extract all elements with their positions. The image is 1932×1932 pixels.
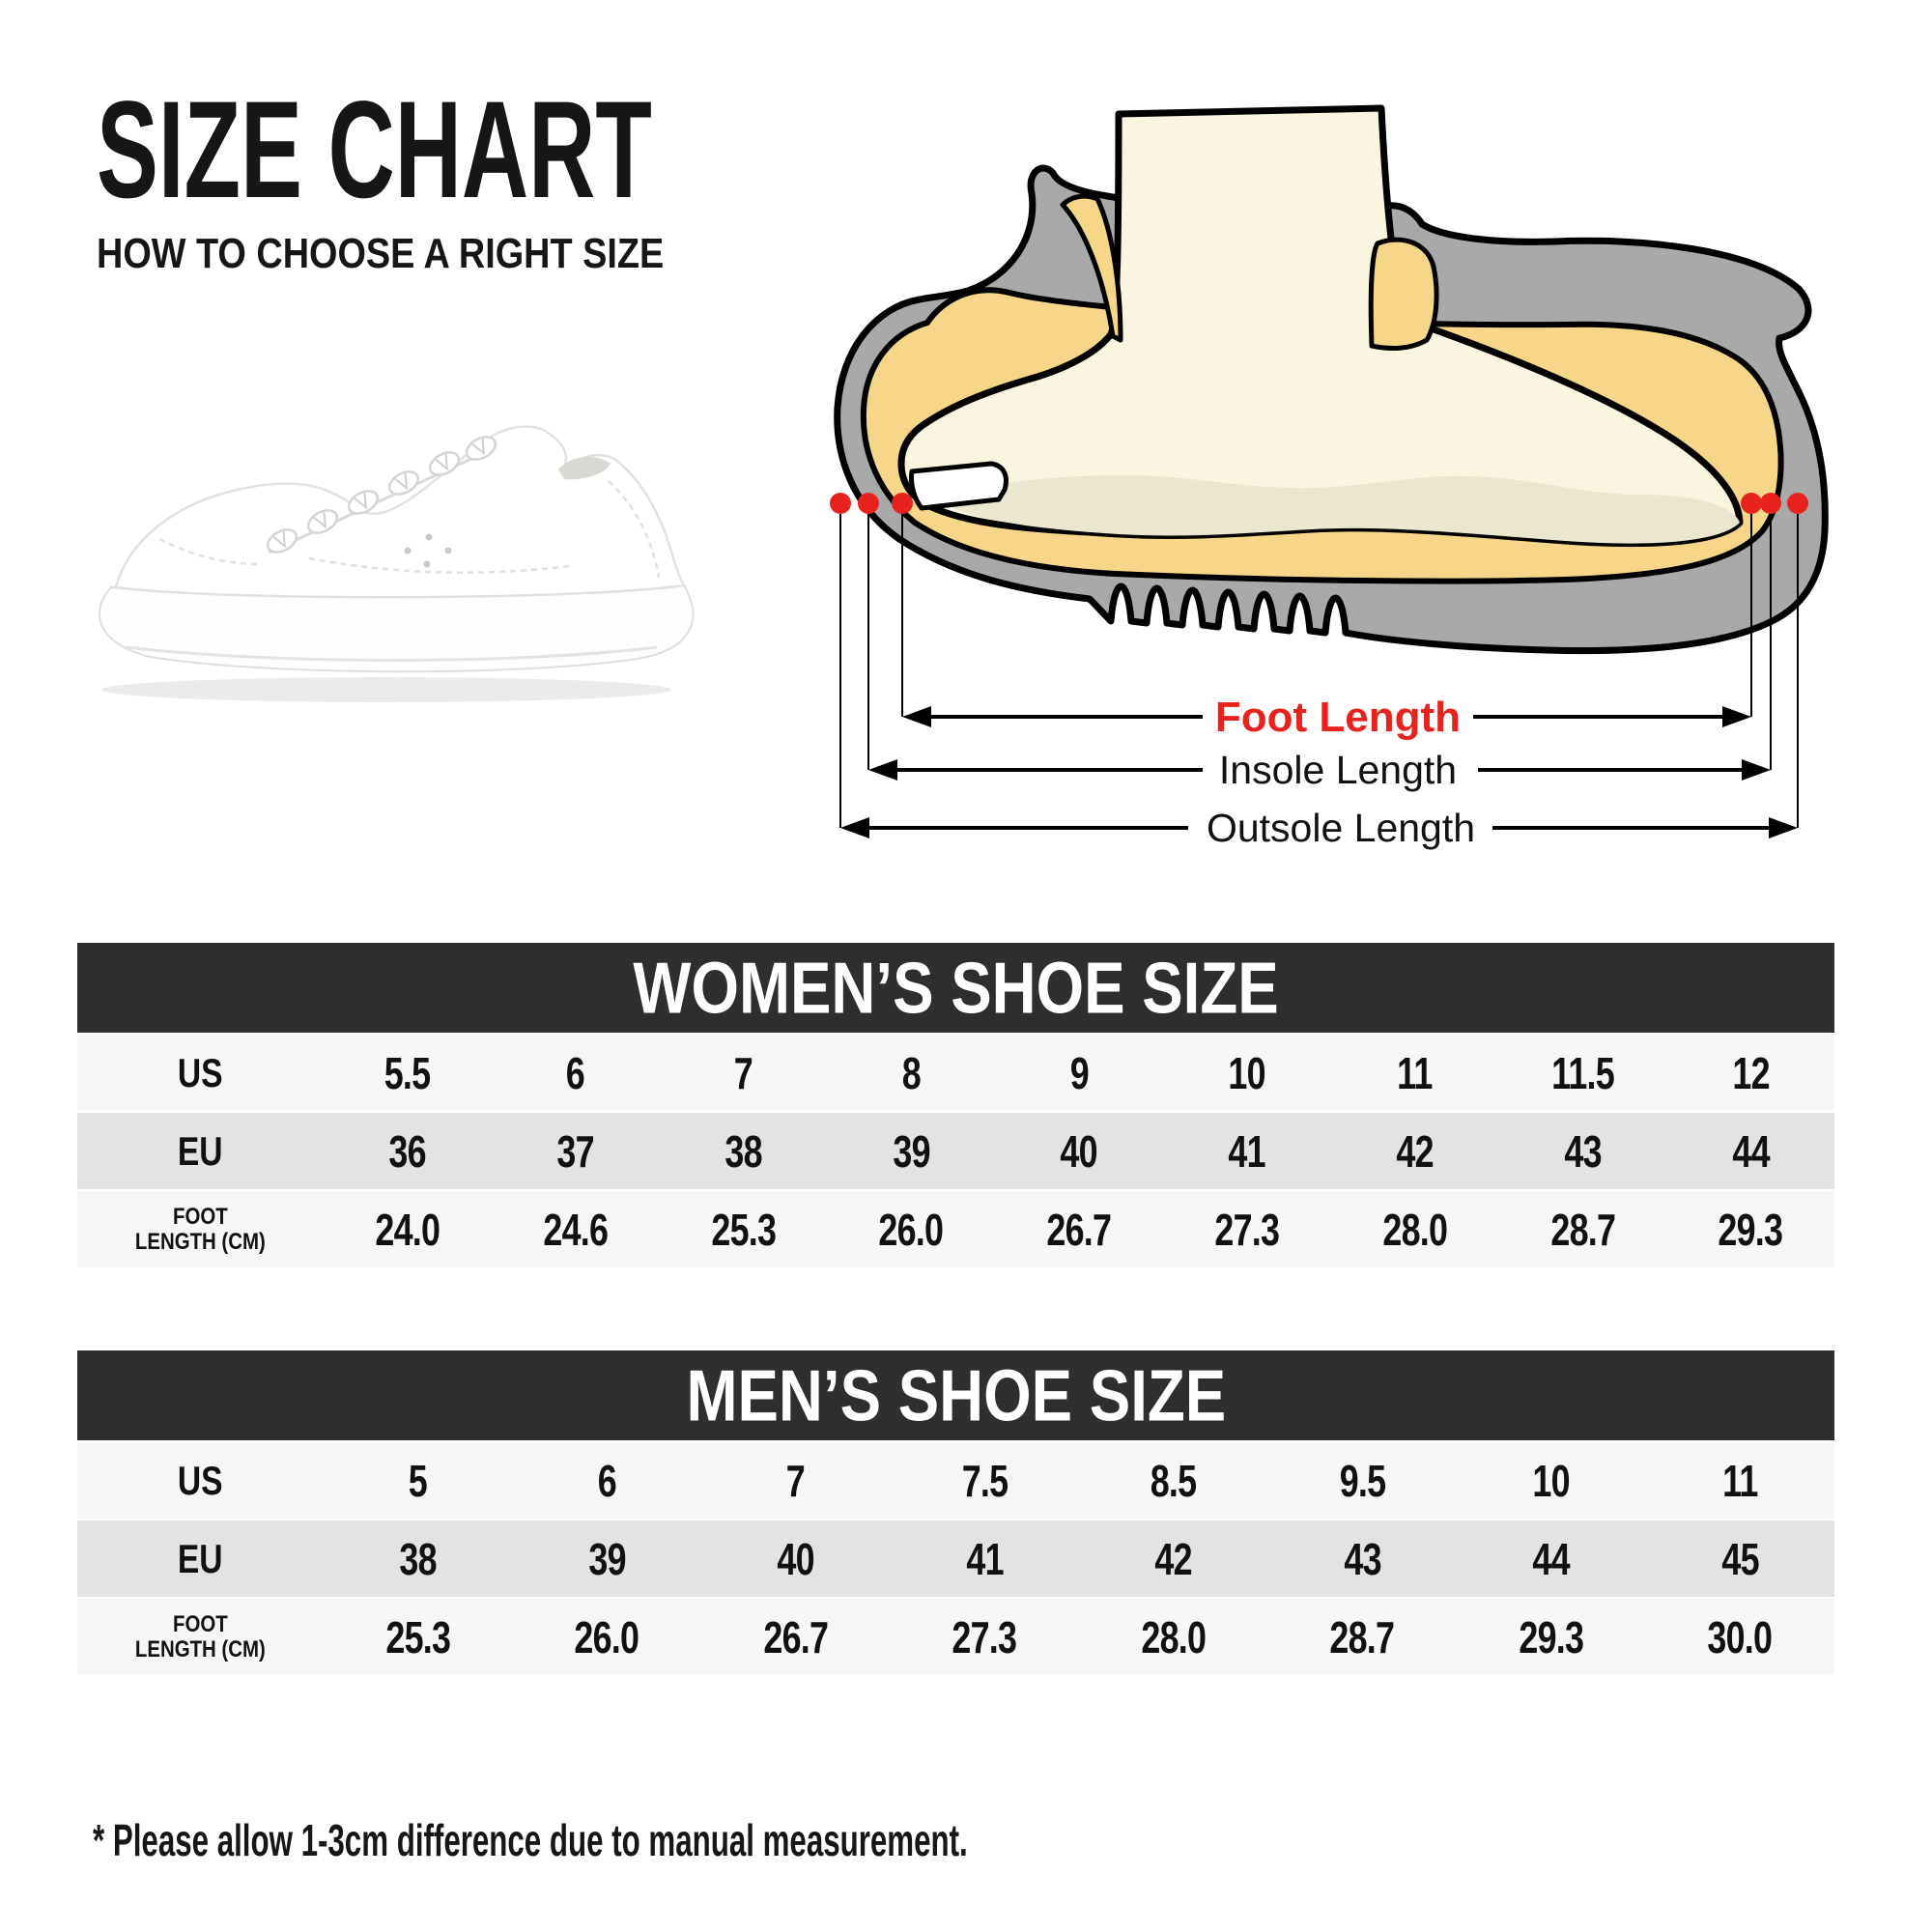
sneaker-shadow [101,677,671,702]
size-cell: 29.3 [1519,1611,1584,1662]
size-table-row-eu: EU 36 37 38 39 40 41 42 43 44 [77,1111,1834,1189]
size-cell: 11 [1397,1047,1433,1098]
foot-length-label: Foot Length [1215,694,1461,741]
sneaker-laces [266,436,497,554]
size-cell: 27.3 [952,1611,1017,1662]
sneaker-upper [114,425,687,599]
foot-length-arrow [902,706,1751,727]
size-cell: 26.7 [1046,1204,1112,1255]
size-cell: 41 [966,1533,1004,1584]
size-cell: 45 [1721,1533,1759,1584]
size-table-row-eu: EU 38 39 40 41 42 43 44 45 [77,1519,1834,1597]
foot-and-leg-shape [897,104,1744,548]
size-cell: 28.0 [1382,1204,1447,1255]
size-cell: 43 [1564,1125,1602,1177]
size-cell: 11 [1722,1455,1758,1506]
size-cell: 42 [1154,1533,1193,1584]
size-cell: 24.6 [543,1204,609,1255]
size-cell: 30.0 [1707,1611,1773,1662]
page-title: SIZE CHART [97,73,652,227]
size-cell: 28.0 [1141,1611,1207,1662]
collar-padding-right [1368,237,1439,351]
size-cell: 8.5 [1150,1455,1197,1506]
size-cell: 37 [556,1125,594,1177]
measurement-guide-lines [839,514,1799,828]
size-cell: 10 [1532,1455,1571,1506]
womens-table-rows: US 5.5 6 7 8 9 10 11 11.5 12 EU 36 37 38 39 40 41 42 43 44 F… [77,1033,1834,1267]
size-cell: 24.0 [375,1204,440,1255]
size-cell: 7 [786,1455,806,1506]
size-cell: 29.3 [1718,1204,1783,1255]
size-cell: 10 [1228,1047,1266,1098]
row-label: EU [178,1127,223,1174]
size-cell: 6 [566,1047,585,1098]
outsole-length-label: Outsole Length [1207,806,1475,850]
mens-size-table: MEN’S SHOE SIZE US 5 6 7 7.5 8.5 9.5 10 11 EU 38 39… [77,1350,1834,1675]
size-table-row-foot-length-cm-: FOOT LENGTH (CM) 24.0 24.6 25.3 26.0 26.7 27.3 2… [77,1189,1834,1267]
collar-padding-left [1060,193,1123,343]
insole-length-label: Insole Length [1219,748,1457,792]
womens-table-header: WOMEN’S SHOE SIZE [77,943,1834,1033]
size-cell: 25.3 [385,1611,451,1662]
mens-table-title: MEN’S SHOE SIZE [686,1354,1226,1436]
sneaker-photo [98,425,695,702]
size-cell: 40 [1060,1125,1098,1177]
size-cell: 12 [1731,1047,1770,1098]
size-cell: 11.5 [1550,1047,1615,1098]
size-cell: 26.0 [574,1611,639,1662]
measurement-footnote: * Please allow 1-3cm difference due to m… [93,1815,968,1865]
size-cell: 38 [724,1125,762,1177]
size-cell: 5 [409,1455,428,1506]
size-cell: 28.7 [1549,1204,1615,1255]
row-label: US [178,1049,223,1095]
row-label: FOOT LENGTH (CM) [135,1204,266,1255]
size-table-row-us: US 5 6 7 7.5 8.5 9.5 10 11 [77,1440,1834,1519]
size-cell: 27.3 [1214,1204,1280,1255]
insole-length-arrow [868,759,1771,781]
size-cell: 42 [1396,1125,1434,1177]
toenail-shape [909,461,1009,511]
mens-table-header: MEN’S SHOE SIZE [77,1350,1834,1440]
size-cell: 26.0 [878,1204,944,1255]
measurement-marker-dots [830,493,1808,514]
sneaker-heel-lining [558,456,611,480]
size-cell: 25.3 [711,1204,776,1255]
size-cell: 9.5 [1339,1455,1386,1506]
size-cell: 36 [388,1125,427,1177]
foot-sole-shade [941,474,1740,544]
size-cell: 39 [893,1125,930,1177]
size-cell: 38 [399,1533,438,1584]
outsole-length-arrow [840,817,1798,838]
womens-table-title: WOMEN’S SHOE SIZE [633,947,1279,1029]
size-cell: 39 [588,1533,626,1584]
row-label: FOOT LENGTH (CM) [135,1611,266,1662]
row-label: EU [178,1535,223,1581]
size-cell: 7.5 [961,1455,1009,1506]
size-cell: 26.7 [763,1611,829,1662]
foot-measurement-diagram: Foot Length Insole Length Outsole Length [830,104,1829,850]
size-cell: 28.7 [1329,1611,1395,1662]
size-table-row-us: US 5.5 6 7 8 9 10 11 11.5 12 [77,1033,1834,1111]
size-cell: 40 [777,1533,815,1584]
size-cell: 8 [901,1047,922,1098]
size-cell: 9 [1069,1047,1089,1098]
size-cell: 43 [1344,1533,1381,1584]
sneaker-perforations [404,533,452,568]
size-cell: 44 [1532,1533,1571,1584]
size-table-row-foot-length-cm-: FOOT LENGTH (CM) 25.3 26.0 26.7 27.3 28.0 28.7 2… [77,1597,1834,1675]
size-cell: 7 [733,1047,753,1098]
mens-table-rows: US 5 6 7 7.5 8.5 9.5 10 11 EU 38 39 40 41 42 43 44 45 FOOT… [77,1440,1834,1675]
size-cell: 6 [597,1455,617,1506]
row-label: US [178,1457,223,1503]
size-cell: 44 [1731,1125,1770,1177]
size-cell: 5.5 [384,1047,431,1098]
page-subtitle: HOW TO CHOOSE A RIGHT SIZE [97,230,665,277]
size-cell: 41 [1228,1125,1266,1177]
womens-size-table: WOMEN’S SHOE SIZE US 5.5 6 7 8 9 10 11 11.5 12 EU 3… [77,943,1834,1267]
